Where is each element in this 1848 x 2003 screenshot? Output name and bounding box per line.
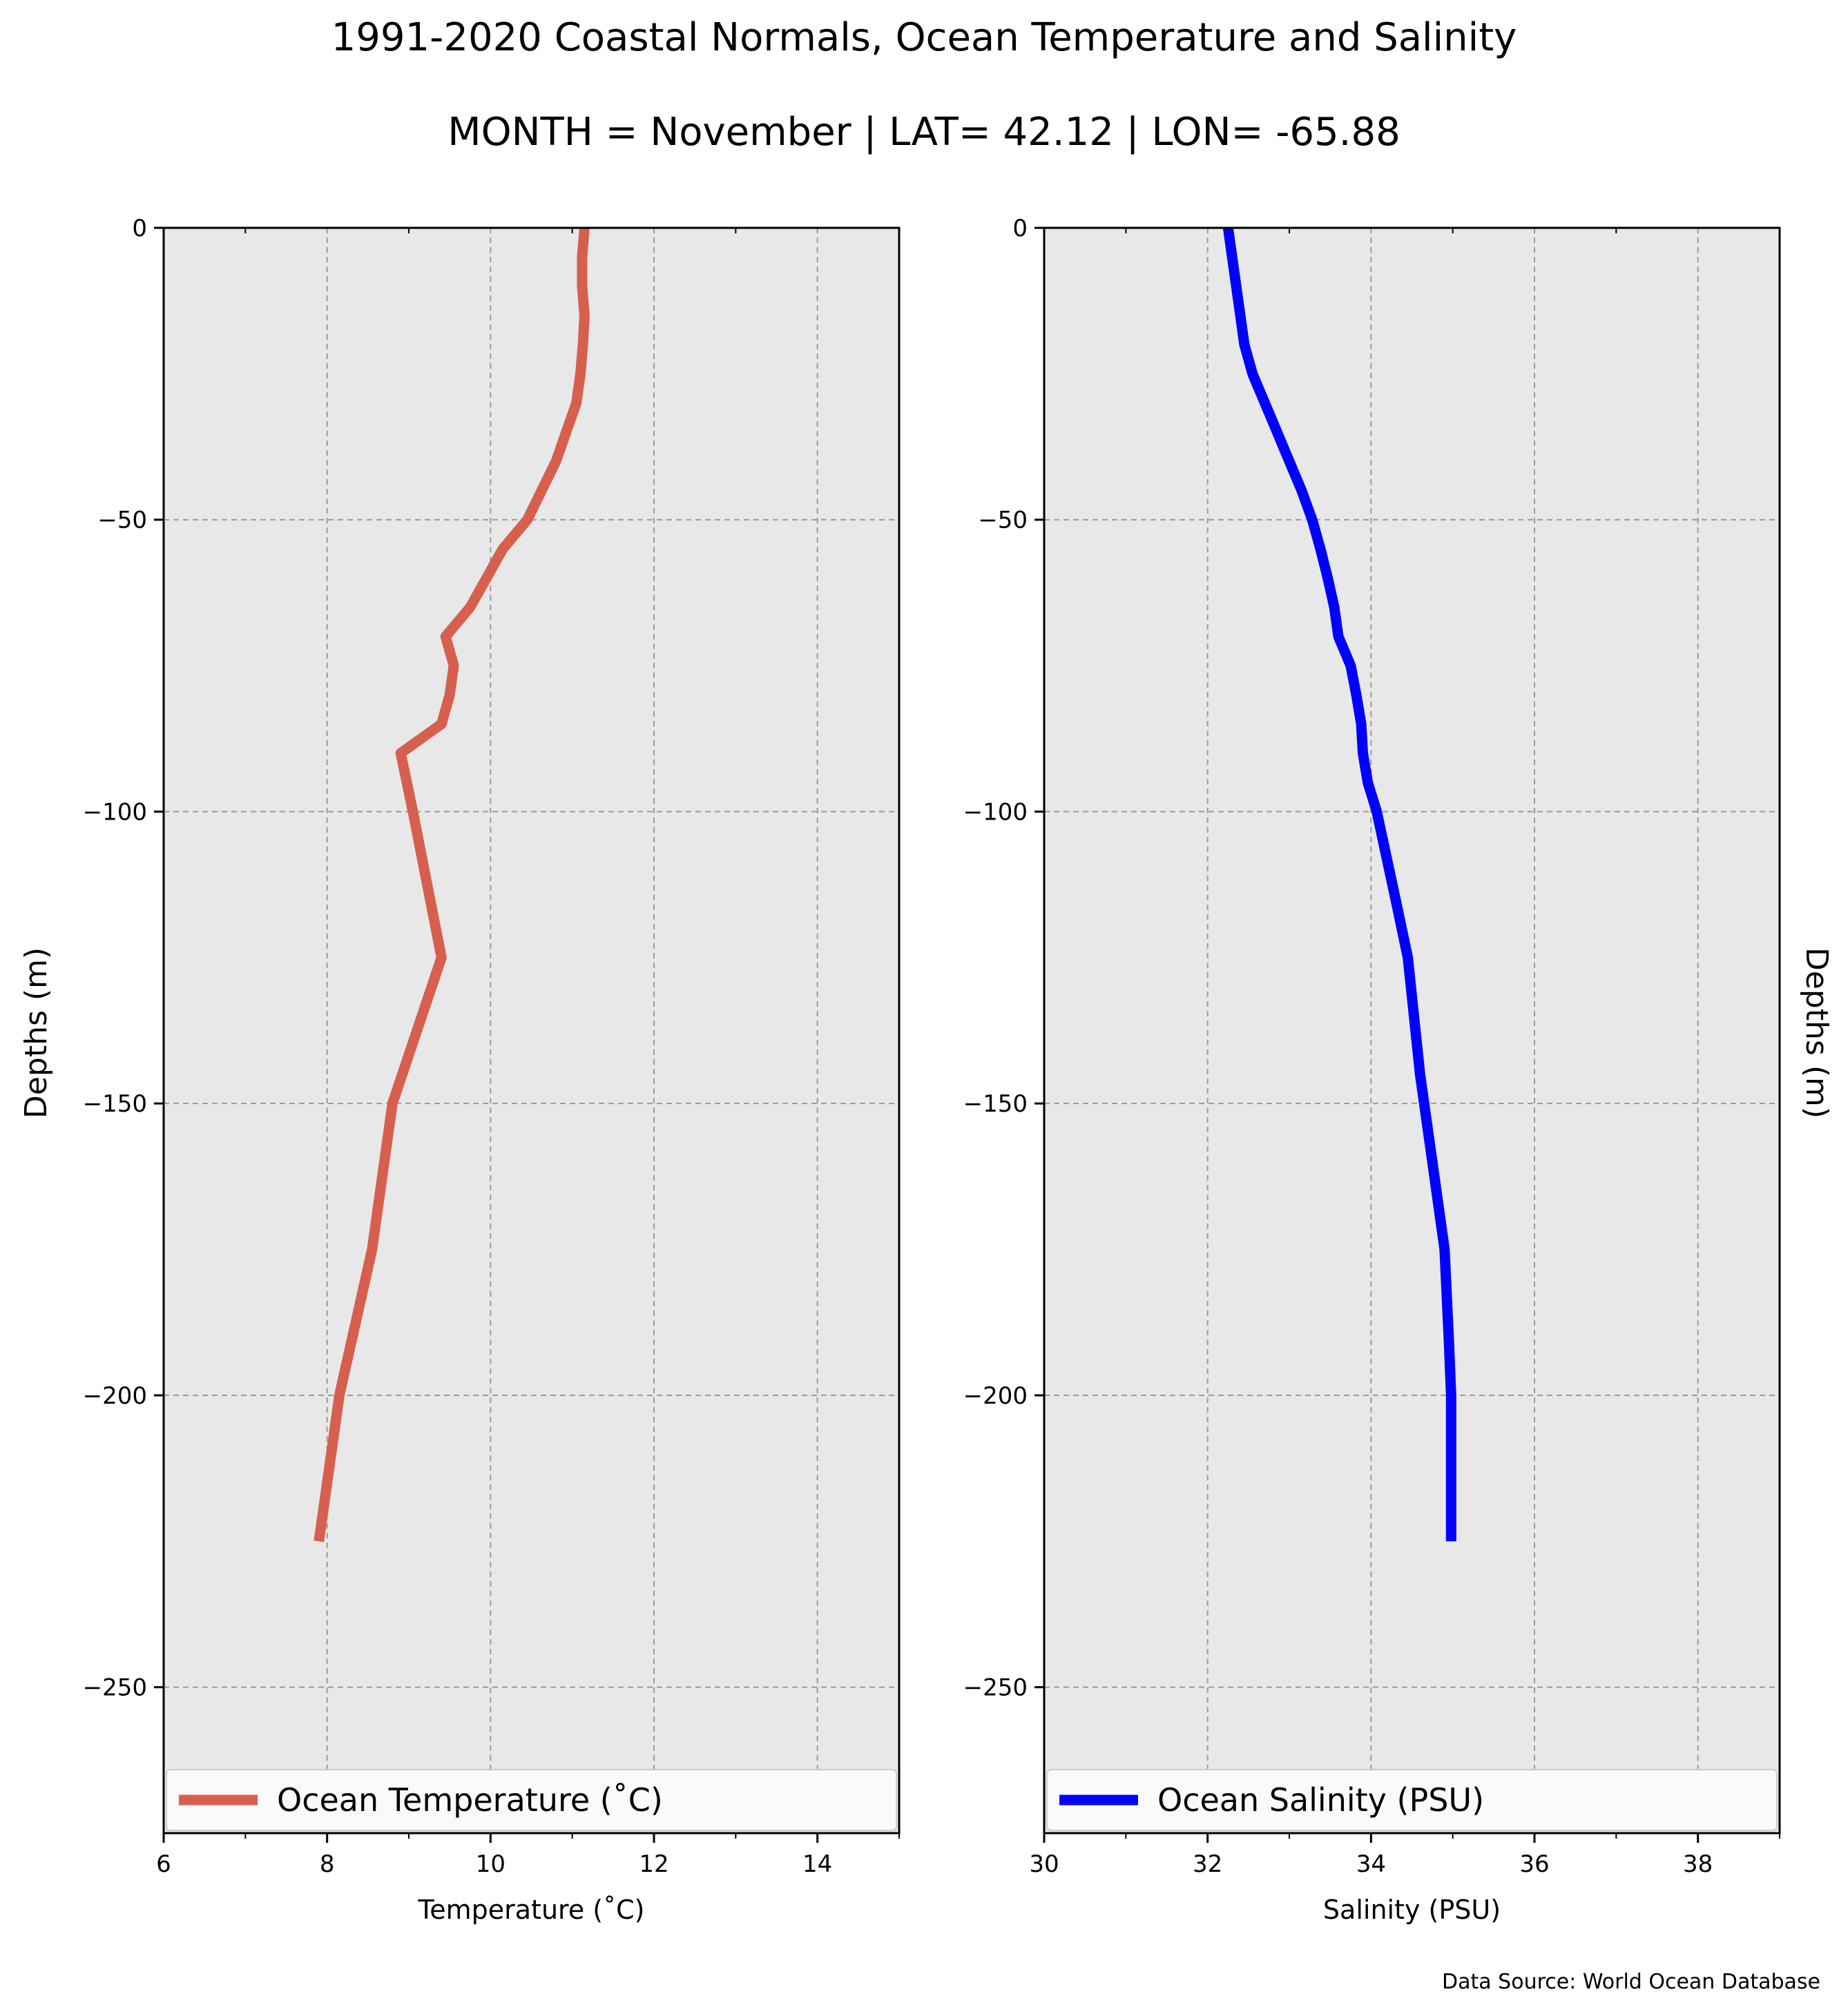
legend-entry: Ocean Temperature (˚C) bbox=[277, 1781, 663, 1819]
x-tick-label: 12 bbox=[639, 1850, 668, 1878]
y-tick-label: −50 bbox=[97, 507, 147, 534]
y-tick-label: 0 bbox=[1012, 215, 1028, 242]
left-y-axis-label: Depths (m) bbox=[19, 947, 54, 1119]
y-tick-label: −200 bbox=[963, 1382, 1028, 1410]
y-tick-label: −50 bbox=[978, 507, 1028, 534]
series-line-0 bbox=[1222, 226, 1456, 1542]
data-source-note: Data Source: World Ocean Database bbox=[1442, 1970, 1820, 1994]
plot-area bbox=[164, 228, 899, 1833]
y-tick-label: −250 bbox=[963, 1674, 1028, 1702]
x-axis-label: Temperature (˚C) bbox=[418, 1895, 645, 1925]
x-tick-label: 30 bbox=[1029, 1850, 1059, 1878]
y-tick-label: −100 bbox=[83, 798, 147, 826]
x-tick-label: 36 bbox=[1519, 1850, 1549, 1878]
y-tick-label: −150 bbox=[83, 1090, 147, 1118]
axes-frame bbox=[162, 226, 901, 1835]
x-tick-label: 32 bbox=[1193, 1850, 1222, 1878]
x-tick-label: 10 bbox=[476, 1850, 506, 1878]
y-tick-label: −100 bbox=[963, 798, 1028, 826]
temperature-panel: Ocean Temperature (˚C) 6 8 10 12 14 0 −50 −100 −1… bbox=[83, 215, 901, 1925]
salinity-panel: Ocean Salinity (PSU) 30 32 34 36 38 0 −50 −100 −1… bbox=[963, 215, 1781, 1925]
x-tick-label: 6 bbox=[156, 1850, 171, 1878]
y-tick-label: −250 bbox=[83, 1674, 147, 1702]
y-tick-label: −200 bbox=[83, 1382, 147, 1410]
x-tick-label: 8 bbox=[320, 1850, 335, 1878]
x-axis-label: Salinity (PSU) bbox=[1323, 1895, 1501, 1925]
legend-box bbox=[1046, 1769, 1778, 1831]
y-tick-label: −150 bbox=[963, 1090, 1028, 1118]
series-line-0 bbox=[314, 227, 590, 1542]
right-y-axis-label: Depths (m) bbox=[1799, 947, 1834, 1119]
x-tick-label: 34 bbox=[1356, 1850, 1386, 1878]
x-tick-label: 38 bbox=[1683, 1850, 1713, 1878]
x-tick-label: 14 bbox=[802, 1850, 832, 1878]
figure-title: 1991-2020 Coastal Normals, Ocean Tempera… bbox=[331, 15, 1517, 60]
legend-box bbox=[166, 1769, 897, 1831]
axes-frame bbox=[1043, 226, 1781, 1835]
legend-entry: Ocean Salinity (PSU) bbox=[1157, 1781, 1484, 1819]
y-tick-label: 0 bbox=[132, 215, 147, 242]
figure-subtitle: MONTH = November | LAT= 42.12 | LON= -65… bbox=[447, 110, 1401, 155]
